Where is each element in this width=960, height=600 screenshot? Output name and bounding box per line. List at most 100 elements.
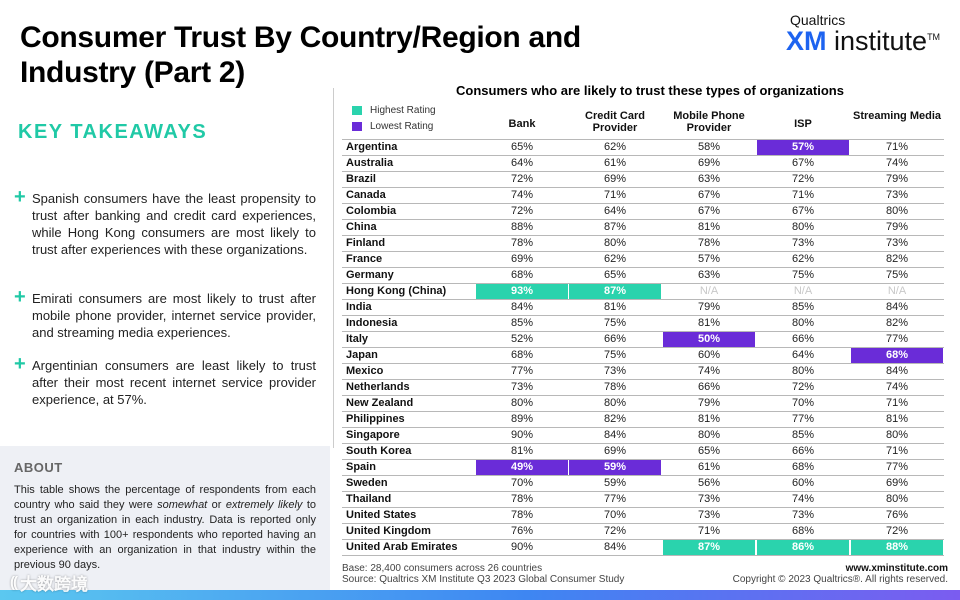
row-country-label: Colombia <box>346 205 397 217</box>
table-cell: 81% <box>697 221 721 233</box>
legend-lowest: Lowest Rating <box>352 121 433 132</box>
table-cell: 85% <box>791 429 815 441</box>
table-cell: 78% <box>603 381 627 393</box>
row-country-label: Singapore <box>346 429 400 441</box>
table-cell: 77% <box>510 365 534 377</box>
legend-lowest-label: Lowest Rating <box>370 121 434 132</box>
table-cell: 70% <box>791 397 815 409</box>
table-cell: 79% <box>697 397 721 409</box>
row-country-label: Indonesia <box>346 317 398 329</box>
row-country-label: Italy <box>346 333 369 345</box>
table-cell: 73% <box>510 381 534 393</box>
row-divider <box>342 363 944 364</box>
table-cell: 73% <box>697 509 721 521</box>
table-cell: 52% <box>510 333 534 345</box>
plus-icon: + <box>14 353 26 375</box>
brand-logo: XM instituteTM <box>786 26 940 57</box>
table-cell: 72% <box>603 525 627 537</box>
row-divider <box>342 523 944 524</box>
row-country-label: Hong Kong (China) <box>346 285 447 297</box>
row-divider <box>342 203 944 204</box>
website-link[interactable]: www.xminstitute.com <box>733 563 948 574</box>
row-country-label: Finland <box>346 237 386 249</box>
table-cell: 82% <box>885 317 909 329</box>
brand-institute: institute <box>826 26 928 56</box>
table-cell: 76% <box>510 525 534 537</box>
table-cell: 73% <box>885 237 909 249</box>
row-divider <box>342 491 944 492</box>
table-cell: 84% <box>510 301 534 313</box>
table-cell: 67% <box>791 157 815 169</box>
takeaway-item: + Emirati consumers are most likely to t… <box>14 286 316 341</box>
row-divider <box>342 171 944 172</box>
row-divider <box>342 411 944 412</box>
row-country-label: New Zealand <box>346 397 414 409</box>
table-cell: 79% <box>885 173 909 185</box>
table-cell: 73% <box>791 237 815 249</box>
table-cell: 80% <box>885 205 909 217</box>
table-cell: N/A <box>887 285 907 297</box>
row-country-label: Spain <box>346 461 376 473</box>
table-cell: 75% <box>791 269 815 281</box>
table-cell: 65% <box>603 269 627 281</box>
table-cell: 84% <box>603 429 627 441</box>
table-cell: 64% <box>603 205 627 217</box>
table-cell: 61% <box>697 461 721 473</box>
table-cell: 71% <box>697 525 721 537</box>
watermark: (( 大数跨境 <box>10 570 88 595</box>
table-cell: 67% <box>791 205 815 217</box>
table-cell: 66% <box>791 445 815 457</box>
table-cell: 74% <box>791 493 815 505</box>
table-cell: 80% <box>697 429 721 441</box>
about-text: This table shows the percentage of respo… <box>14 483 316 573</box>
bottom-gradient-bar <box>0 590 960 600</box>
page-title: Consumer Trust By Country/Region and Ind… <box>20 21 581 89</box>
table-cell: 68% <box>851 348 943 363</box>
table-cell: N/A <box>793 285 813 297</box>
row-country-label: Thailand <box>346 493 392 505</box>
table-cell: 77% <box>791 413 815 425</box>
table-cell: 77% <box>885 333 909 345</box>
table-cell: 82% <box>603 413 627 425</box>
table-cell: 88% <box>851 540 943 555</box>
table-cell: 61% <box>603 157 627 169</box>
table-cell: 69% <box>510 253 534 265</box>
row-country-label: India <box>346 301 372 313</box>
row-divider <box>342 555 944 556</box>
table-cell: 68% <box>791 461 815 473</box>
table-cell: 77% <box>603 493 627 505</box>
brand-xm: XM <box>786 26 827 56</box>
column-header: Mobile Phone Provider <box>673 110 745 134</box>
legend-highest: Highest Rating <box>352 105 436 116</box>
table-cell: 70% <box>603 509 627 521</box>
plus-icon: + <box>14 186 26 208</box>
row-divider <box>342 379 944 380</box>
table-cell: 66% <box>791 333 815 345</box>
table-cell: 71% <box>791 189 815 201</box>
table-cell: 72% <box>791 381 815 393</box>
brand-qualtrics: Qualtrics <box>790 12 846 28</box>
website-text: www.xminstitute.com <box>845 563 948 574</box>
row-country-label: United Kingdom <box>346 525 431 537</box>
table-cell: 72% <box>885 525 909 537</box>
row-divider <box>342 139 944 140</box>
table-cell: 87% <box>663 540 755 555</box>
row-country-label: South Korea <box>346 445 412 457</box>
table-cell: 73% <box>697 493 721 505</box>
about-emphasis: extremely likely <box>225 499 303 511</box>
table-cell: 57% <box>697 253 721 265</box>
table-cell: 80% <box>791 317 815 329</box>
table-cell: 67% <box>697 205 721 217</box>
row-country-label: Japan <box>346 349 378 361</box>
row-country-label: Australia <box>346 157 394 169</box>
table-cell: 67% <box>697 189 721 201</box>
table-cell: 64% <box>510 157 534 169</box>
table-cell: 49% <box>476 460 568 475</box>
table-cell: 81% <box>697 413 721 425</box>
row-country-label: Netherlands <box>346 381 410 393</box>
table-cell: 81% <box>885 413 909 425</box>
row-divider <box>342 251 944 252</box>
table-cell: 77% <box>885 461 909 473</box>
table-cell: 90% <box>510 429 534 441</box>
table-cell: 73% <box>885 189 909 201</box>
